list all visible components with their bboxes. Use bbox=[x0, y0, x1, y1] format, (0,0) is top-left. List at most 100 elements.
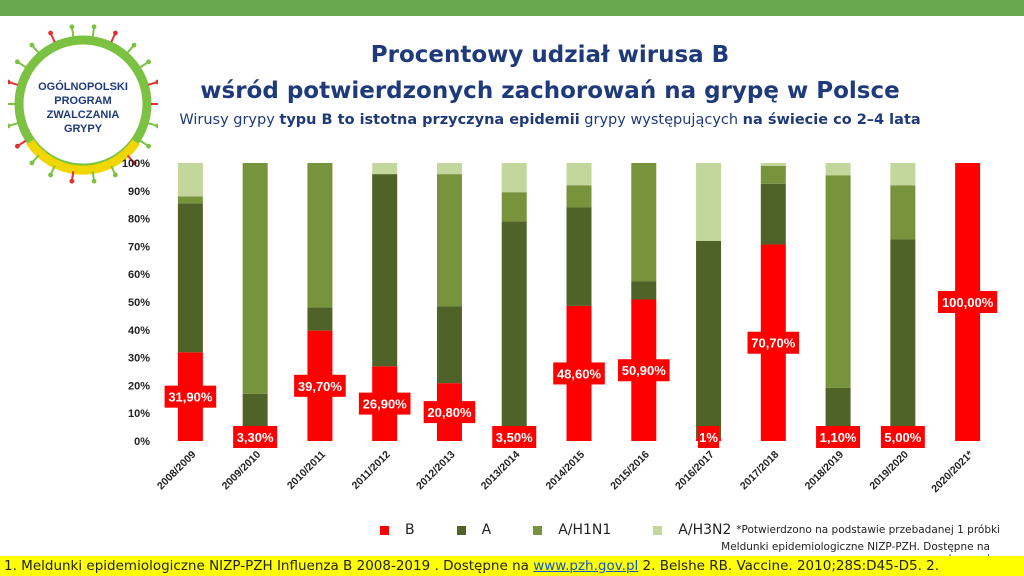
top-green-bar bbox=[0, 0, 1024, 16]
x-tick-label: 2013/2014 bbox=[479, 449, 523, 493]
bar-segment-a bbox=[696, 240, 722, 439]
legend-label-a: A bbox=[481, 522, 492, 538]
bar-segment-ah1n1 bbox=[436, 174, 462, 307]
data-label: 39,70% bbox=[298, 379, 343, 394]
logo-spike bbox=[139, 62, 148, 69]
data-label-box bbox=[617, 359, 670, 382]
logo-spike-tip bbox=[48, 172, 53, 178]
x-tick-label: 2011/2012 bbox=[350, 449, 393, 492]
data-label-box bbox=[358, 392, 411, 415]
bar-segment-ah3n2 bbox=[825, 163, 851, 176]
bar-segment-a bbox=[501, 221, 527, 432]
x-tick-label: 2009/2010 bbox=[220, 449, 264, 493]
logo-line-1: OGÓLNOPOLSKI bbox=[38, 80, 128, 93]
logo-spike bbox=[91, 28, 95, 37]
bar-segment-ah1n1 bbox=[825, 175, 851, 388]
logo-spike-tip bbox=[146, 59, 152, 65]
y-tick-label: 0% bbox=[134, 436, 150, 448]
data-label-box bbox=[233, 426, 278, 448]
x-tick-label: 2017/2018 bbox=[738, 449, 782, 493]
logo-spike-tip bbox=[131, 160, 137, 166]
data-label: 100,00% bbox=[942, 295, 994, 310]
logo-spike-tip bbox=[91, 178, 97, 184]
data-label: 26,90% bbox=[363, 397, 408, 412]
logo-spike-tip bbox=[131, 42, 137, 48]
y-tick-label: 10% bbox=[128, 408, 150, 420]
source-note-text: Meldunki epidemiologiczne NIZP-PZH. Dost… bbox=[721, 541, 990, 553]
logo-spike bbox=[18, 62, 27, 69]
bar-segment-ah1n1 bbox=[177, 196, 203, 204]
y-tick-label: 20% bbox=[128, 380, 150, 392]
logo-spike bbox=[139, 139, 148, 146]
bar-segment-ah1n1 bbox=[566, 185, 592, 208]
legend-swatch-b bbox=[380, 525, 389, 535]
bar-segment-ah1n1 bbox=[501, 192, 527, 222]
x-tick-label: 2019/2020 bbox=[867, 449, 911, 493]
y-tick-label: 40% bbox=[128, 325, 150, 337]
stacked-bar-chart: 0% 10% 20% 30% 40% 50% 60% 70% 80% 90% 100% 31,90% 2… bbox=[122, 158, 998, 495]
x-tick-label: 2010/2011 bbox=[285, 449, 328, 492]
logo-spike-tip bbox=[8, 79, 11, 85]
legend-swatch-h1n1 bbox=[533, 525, 543, 535]
logo-spike-tip bbox=[29, 42, 35, 48]
logo-spike bbox=[110, 165, 116, 174]
y-tick-label: 50% bbox=[128, 297, 150, 309]
y-tick-label: 90% bbox=[128, 186, 150, 198]
y-tick-label: 70% bbox=[128, 241, 150, 253]
logo-spike-tip bbox=[155, 123, 158, 129]
x-tick-label: 2014/2015 bbox=[544, 449, 588, 493]
chart-title-line-2: wśród potwierdzonych zachorowań na grypę… bbox=[200, 78, 900, 104]
x-tick-label: 2015/2016 bbox=[608, 449, 652, 493]
logo-spike bbox=[50, 165, 56, 174]
x-tick-label: 2016/2017 bbox=[673, 449, 717, 493]
bar-segment-ah1n1 bbox=[890, 185, 916, 240]
data-label-box bbox=[880, 426, 925, 448]
legend-swatch-a bbox=[456, 525, 466, 535]
data-label-box bbox=[164, 385, 217, 408]
bar-segment-a bbox=[242, 393, 268, 432]
bar-segment-ah3n2 bbox=[890, 163, 916, 186]
data-label: 1,10% bbox=[820, 430, 857, 445]
bar-segment-a bbox=[372, 174, 398, 367]
y-tick-label: 60% bbox=[128, 269, 150, 281]
logo-spike bbox=[9, 81, 19, 86]
logo-spike-tip bbox=[91, 24, 97, 30]
x-tick-label: 2020/2021* bbox=[929, 448, 976, 495]
logo-spike-tip bbox=[113, 172, 118, 178]
bar-segment-a bbox=[760, 183, 786, 245]
logo-spike bbox=[126, 45, 134, 54]
data-label-box bbox=[747, 331, 800, 354]
legend-item-h3n2: A/H3N2 bbox=[653, 522, 731, 538]
bar-segment-a bbox=[436, 306, 462, 384]
bar-segment-ah3n2 bbox=[566, 163, 592, 186]
logo-spike bbox=[9, 122, 19, 127]
bar-segment-ah1n1 bbox=[242, 163, 268, 394]
logo-spike bbox=[32, 154, 40, 163]
data-label-box bbox=[294, 374, 346, 397]
logo-spike-tip bbox=[29, 160, 35, 166]
data-label-box bbox=[697, 426, 720, 448]
logo-spike bbox=[91, 171, 95, 180]
data-label: 3,30% bbox=[237, 430, 274, 445]
bar-segment-ah3n2 bbox=[760, 163, 786, 166]
logo-spike-tip bbox=[14, 59, 20, 65]
chart-legend: B A A/H1N1 A/H3N2 bbox=[380, 522, 773, 538]
program-logo: OGÓLNOPOLSKI PROGRAM ZWALCZANIA GRYPY bbox=[8, 24, 158, 184]
logo-spike bbox=[50, 34, 56, 43]
legend-label-h1n1: A/H1N1 bbox=[558, 522, 612, 538]
y-tick-label: 80% bbox=[128, 214, 150, 226]
subtitle-part-0: Wirusy grypy bbox=[179, 112, 280, 128]
footer-text-2: 2. Belshe RB. Vaccine. 2010;28S:D45-D5. … bbox=[638, 558, 940, 574]
data-label-box bbox=[816, 426, 861, 448]
logo-spike-tip bbox=[155, 79, 158, 85]
legend-item-h1n1: A/H1N1 bbox=[533, 522, 611, 538]
bar-segment-ah3n2 bbox=[696, 163, 722, 241]
logo-spike-tip bbox=[14, 143, 20, 149]
bar-segment-a bbox=[566, 207, 592, 306]
y-tick-label: 100% bbox=[122, 158, 150, 170]
logo-line-3: ZWALCZANIA bbox=[47, 109, 120, 121]
logo-spike-tip bbox=[48, 30, 53, 36]
bar-segment-ah3n2 bbox=[372, 163, 398, 175]
footer-link[interactable]: www.pzh.gov.pl bbox=[533, 558, 639, 574]
bar-segment-ah3n2 bbox=[501, 163, 527, 193]
